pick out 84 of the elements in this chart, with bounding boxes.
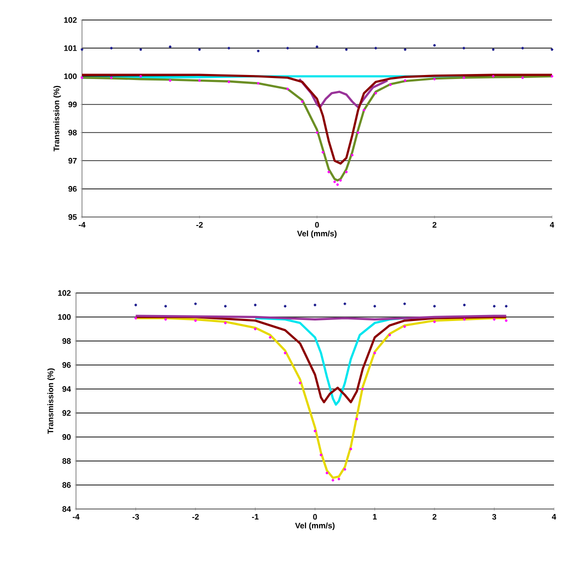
point (110, 46, 113, 50)
point (80, 76, 84, 79)
point (336, 183, 339, 186)
point (433, 304, 436, 308)
point (403, 302, 406, 306)
point (344, 302, 346, 306)
point (350, 154, 354, 156)
point (504, 319, 508, 322)
point (168, 45, 172, 48)
point (301, 100, 304, 103)
point (326, 472, 328, 474)
point (492, 48, 495, 51)
point (463, 304, 466, 306)
point (228, 46, 230, 50)
point (333, 180, 336, 184)
line-series (134, 316, 508, 404)
point (362, 388, 364, 390)
point (389, 83, 392, 86)
point (286, 46, 289, 50)
point (356, 131, 360, 134)
line-series (298, 78, 389, 108)
point (344, 468, 346, 471)
point (320, 454, 322, 456)
point (374, 46, 378, 50)
point (322, 150, 324, 154)
point (462, 46, 466, 50)
point (492, 74, 495, 78)
point (374, 92, 378, 94)
point (327, 170, 330, 174)
point (332, 478, 334, 482)
point (256, 82, 260, 85)
point (356, 418, 358, 420)
point (462, 76, 466, 79)
point (404, 79, 406, 82)
point (228, 80, 230, 84)
point (298, 382, 302, 384)
point (194, 302, 197, 306)
point (134, 316, 138, 320)
point (254, 304, 257, 306)
point (316, 45, 318, 48)
point (134, 304, 138, 306)
point (492, 318, 496, 321)
point (504, 304, 508, 308)
point (284, 304, 286, 308)
point (345, 170, 348, 174)
point (314, 430, 316, 432)
point (314, 304, 316, 306)
point (164, 304, 167, 308)
point (338, 478, 340, 480)
point (80, 48, 84, 51)
point (521, 76, 524, 79)
point (404, 48, 406, 51)
point (433, 44, 436, 47)
point (373, 304, 376, 308)
point (433, 78, 436, 80)
point (224, 322, 227, 324)
point (168, 79, 172, 82)
point (110, 76, 113, 79)
point (164, 318, 167, 321)
point (256, 50, 260, 52)
point (492, 304, 496, 308)
point (194, 319, 197, 322)
point (316, 131, 318, 134)
point (388, 334, 391, 336)
point (373, 352, 376, 354)
point (286, 88, 289, 90)
point (550, 48, 554, 51)
point (284, 352, 286, 354)
point (521, 46, 524, 50)
point (345, 48, 348, 51)
point (139, 74, 142, 78)
point (268, 336, 272, 339)
point (198, 48, 201, 51)
point (433, 320, 436, 324)
point (350, 448, 352, 450)
point (254, 328, 257, 330)
point (463, 318, 466, 321)
point (139, 48, 142, 51)
point (403, 325, 406, 328)
point (362, 108, 366, 112)
point (550, 74, 554, 78)
point (339, 179, 342, 182)
point (224, 304, 227, 308)
point (198, 79, 201, 82)
